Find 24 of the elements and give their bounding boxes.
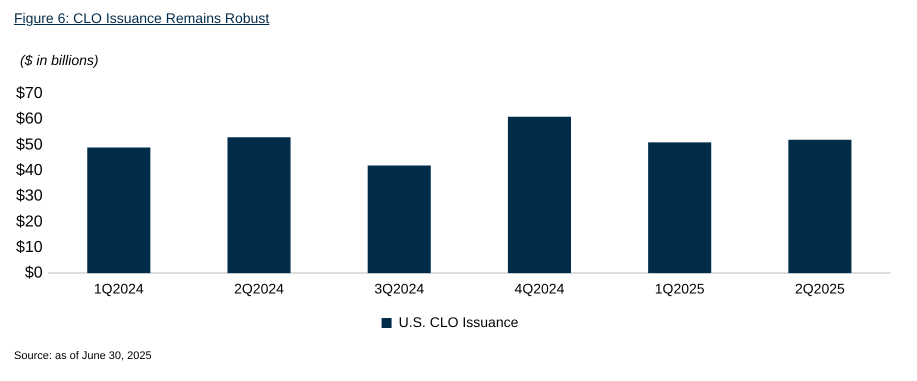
y-tick-label: $40	[16, 162, 43, 179]
legend-label: U.S. CLO Issuance	[398, 314, 519, 330]
y-tick-label: $20	[16, 213, 43, 230]
x-tick-label: 4Q2024	[514, 280, 565, 296]
chart-title: Figure 6: CLO Issuance Remains Robust	[14, 10, 270, 26]
y-tick-label: $50	[16, 136, 43, 154]
x-tick-label: 1Q2025	[654, 280, 705, 296]
bar	[648, 142, 712, 274]
x-tick-label: 2Q2024	[234, 280, 284, 296]
bar	[788, 140, 852, 274]
y-tick-label: $70	[16, 85, 43, 102]
y-tick-label: $60	[16, 110, 43, 128]
source-note: Source: as of June 30, 2025	[14, 350, 152, 362]
x-tick-label: 1Q2024	[94, 280, 144, 296]
y-tick-label: $30	[16, 188, 43, 205]
x-tick-label: 2Q2025	[794, 280, 846, 296]
y-tick-label: $0	[24, 264, 43, 282]
bar	[87, 147, 150, 274]
bar	[227, 137, 291, 274]
y-tick-label: $10	[16, 238, 43, 256]
x-tick-label: 3Q2024	[374, 280, 424, 296]
y-axis-title: ($ in billions)	[20, 52, 99, 68]
bar	[508, 116, 572, 274]
bar	[368, 165, 431, 274]
